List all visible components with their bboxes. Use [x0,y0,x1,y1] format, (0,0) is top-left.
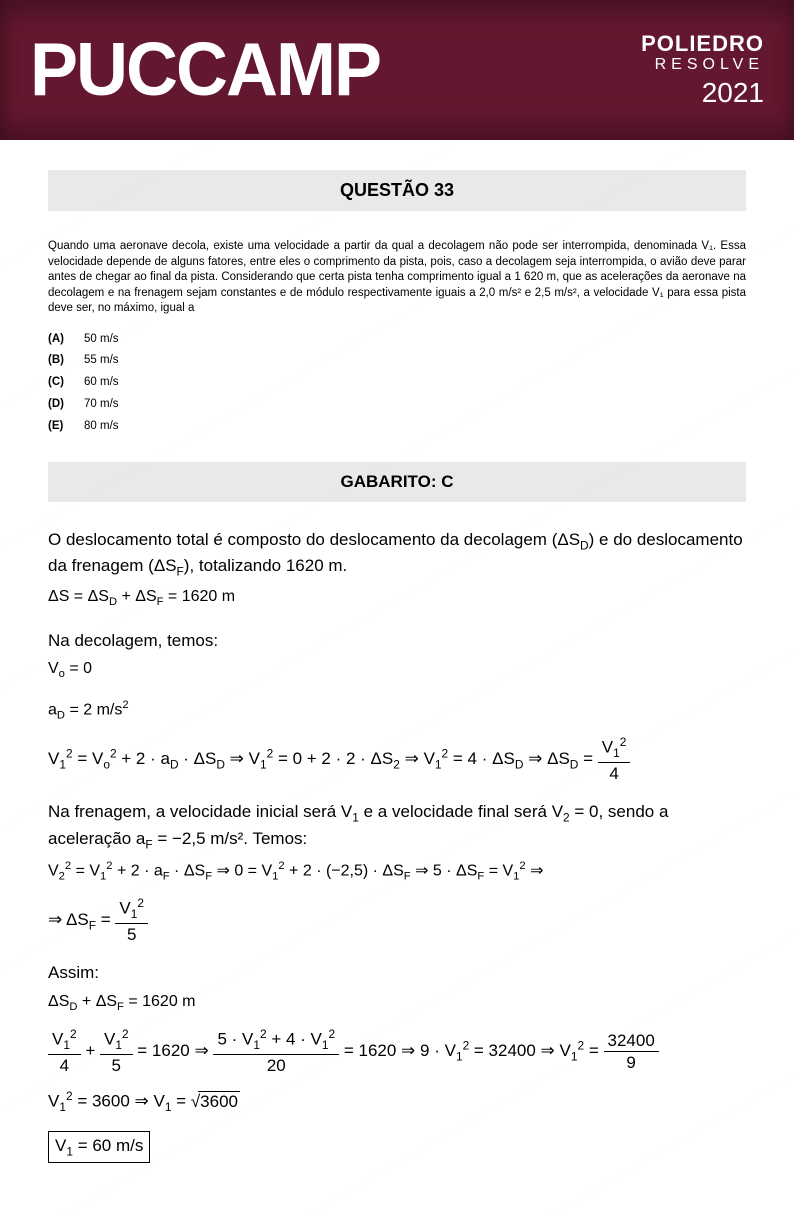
eq-v0: Vo = 0 [48,657,746,682]
eq-dsf: ⇒ ΔSF = V125 [48,898,746,943]
option-b-text: 55 m/s [84,350,119,372]
problem-statement: Quando uma aeronave decola, existe uma v… [48,239,746,317]
eq-sum: ΔSD + ΔSF = 1620 m [48,990,746,1015]
answer-title: GABARITO: C [340,472,453,491]
sub-f: F [177,565,184,579]
solution-body: O deslocamento total é composto do deslo… [48,528,746,1163]
option-b: (B) 55 m/s [48,350,746,372]
logo-text: PUCCAMP [30,27,380,113]
content-area: QUESTÃO 33 Quando uma aeronave decola, e… [0,140,794,1163]
eq-torricelli-f: V22 = V12 + 2 · aF · ΔSF ⇒ 0 = V12 + 2 ·… [48,858,746,885]
takeoff-label: Na decolagem, temos: [48,629,746,654]
sub-d: D [580,538,589,552]
options-list: (A) 50 m/s (B) 55 m/s (C) 60 m/s (D) 70 … [48,329,746,438]
eq-total: ΔS = ΔSD + ΔSF = 1620 m [48,585,746,610]
option-b-label: (B) [48,350,70,372]
option-e-text: 80 m/s [84,416,119,438]
brake-label: Na frenagem, a velocidade inicial será V… [48,800,746,853]
question-title-bar: QUESTÃO 33 [48,170,746,211]
sub-1a: 1 [352,811,359,825]
header-banner: PUCCAMP POLIEDRO RESOLVE 2021 [0,0,794,140]
sub-fa: F [145,837,152,851]
option-c: (C) 60 m/s [48,372,746,394]
eq-boxed: V1 = 60 m/s [48,1131,746,1164]
brand-sub: RESOLVE [641,57,764,73]
option-e: (E) 80 m/s [48,416,746,438]
eq-final: V12 = 3600 ⇒ V1 = 3600 [48,1088,746,1116]
assim-label: Assim: [48,961,746,986]
option-c-label: (C) [48,372,70,394]
option-a-label: (A) [48,329,70,351]
brake-t1: Na frenagem, a velocidade inicial será V [48,802,352,821]
intro-t3: ), totalizando 1620 m. [184,556,347,575]
boxed-answer: V1 = 60 m/s [48,1131,150,1164]
eq-torricelli-d: V12 = Vo2 + 2 · aD · ΔSD ⇒ V12 = 0 + 2 ·… [48,737,746,782]
logo-main: PUCCAMP [30,29,380,111]
eq-combine: V124 + V125 = 1620 ⇒ 5 · V12 + 4 · V1220… [48,1029,746,1074]
option-e-label: (E) [48,416,70,438]
brake-t2: e a velocidade final será V [359,802,563,821]
option-d: (D) 70 m/s [48,394,746,416]
option-c-text: 60 m/s [84,372,119,394]
option-d-label: (D) [48,394,70,416]
brand-name: POLIEDRO [641,33,764,55]
eq-ad: aD = 2 m/s2 [48,697,746,724]
solution-intro: O deslocamento total é composto do deslo… [48,528,746,581]
intro-t1: O deslocamento total é composto do deslo… [48,530,580,549]
brand-year: 2021 [641,79,764,107]
sqrt-val: 3600 [198,1091,240,1111]
option-d-text: 70 m/s [84,394,119,416]
sub-2a: 2 [563,811,570,825]
option-a-text: 50 m/s [84,329,119,351]
brake-t4: = −2,5 m/s². Temos: [153,829,308,848]
answer-title-bar: GABARITO: C [48,462,746,502]
option-a: (A) 50 m/s [48,329,746,351]
question-title: QUESTÃO 33 [340,180,454,200]
logo-side: POLIEDRO RESOLVE 2021 [641,33,764,107]
